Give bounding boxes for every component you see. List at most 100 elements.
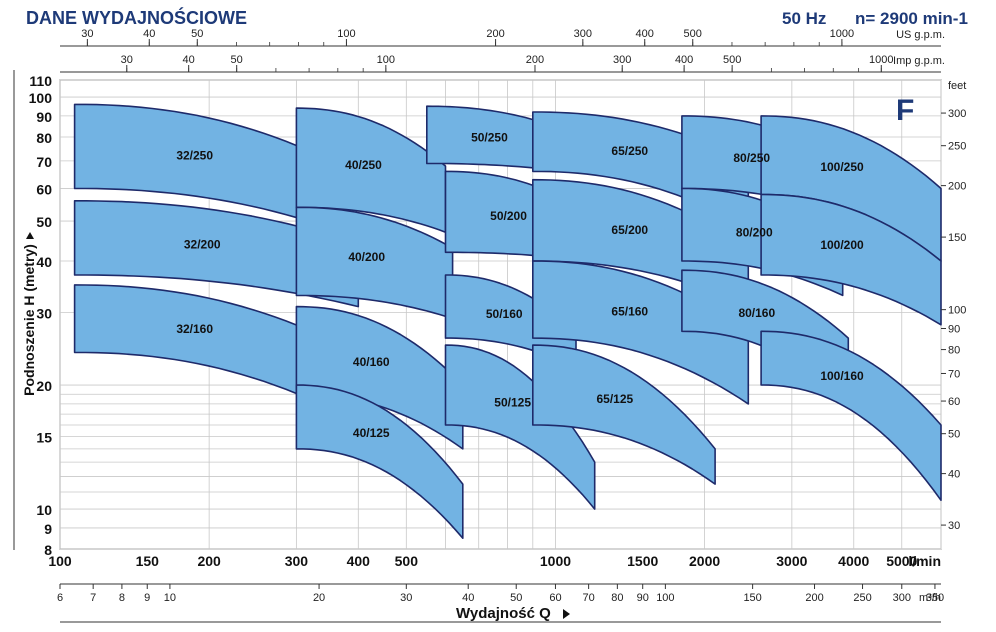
y-tick-label: 40 [36,254,52,270]
pump-labels: 32/250 32/200 32/160 40/250 40/200 40/160 40/1… [176,131,864,441]
impgpm-tick-label: 400 [675,54,693,66]
y-feet-label: 90 [948,324,960,336]
m3h-tick-label: 70 [583,592,595,604]
m3h-tick-label: 6 [57,592,63,604]
usgpm-tick-label: 300 [574,28,592,40]
impgpm-tick-label: 1000 [869,54,893,66]
y-tick-label: 30 [36,305,52,321]
m3h-tick-label: 250 [853,592,871,604]
m3h-tick-label: 50 [510,592,522,604]
x-tick-label: 1500 [627,553,658,569]
y-feet-label: 100 [948,305,966,317]
x-axis-title: Wydajność Q [456,605,551,622]
impgpm-tick-label: 50 [231,54,243,66]
y-tick-label: 60 [36,181,52,197]
impgpm-tick-label: 100 [377,54,395,66]
pump-regions [73,103,942,539]
usgpm-tick-label: 30 [81,28,93,40]
pump-label: 100/250 [820,160,864,174]
pump-region-40-125 [295,384,464,539]
x-tick-label: 500 [395,553,419,569]
y-tick-label: 70 [36,154,52,170]
impgpm-tick-label: 200 [526,54,544,66]
y-feet-label: 30 [948,520,960,532]
m3h-tick-label: 200 [805,592,823,604]
pump-label: 40/250 [345,158,382,172]
x-tick-label: 100 [48,553,72,569]
x-tick-label: 150 [136,553,160,569]
y-feet-label: 200 [948,181,966,193]
pump-label: 50/160 [486,307,523,321]
m3h-tick-label: 150 [743,592,761,604]
impgpm-tick-label: 300 [613,54,631,66]
y-feet-label: 80 [948,345,960,357]
pump-region-65-125 [532,344,716,485]
m3h-tick-label: 7 [90,592,96,604]
pump-label: 40/200 [348,250,385,264]
pump-label: 80/250 [733,151,770,165]
x-tick-label: 3000 [776,553,807,569]
m3h-tick-label: 9 [144,592,150,604]
x-axis-arrow-icon [563,609,570,619]
pump-label: 50/125 [494,395,531,409]
pump-label: 50/200 [490,209,527,223]
x-tick-label: 5000 [886,553,917,569]
usgpm-tick-label: 1000 [830,28,854,40]
y-tick-label: 100 [29,90,53,106]
y-axes: 8910152030405060708090100110304050607080… [13,70,966,558]
y-feet-label: 40 [948,469,960,481]
y-feet-label: 250 [948,141,966,153]
y-feet-label: 300 [948,108,966,120]
usgpm-tick-label: 100 [337,28,355,40]
y-feet-label: 60 [948,396,960,408]
m3h-tick-label: 100 [656,592,674,604]
m3h-tick-label: 30 [400,592,412,604]
pump-region-100-160 [760,330,942,502]
impgpm-tick-label: 500 [723,54,741,66]
pump-label: 80/160 [738,306,775,320]
usgpm-tick-label: 400 [636,28,654,40]
x-tick-label: 2000 [689,553,720,569]
m3h-tick-label: 8 [119,592,125,604]
frequency-label: 50 Hz [782,9,826,28]
top-gpm-axes: 30 40 50 100 200 300 400 500 1000 US g.p.m. 30 40 50… [60,28,945,73]
x-tick-label: 4000 [838,553,869,569]
pump-label: 100/200 [820,238,864,252]
x-tick-label: 200 [197,553,221,569]
pump-region-100-200 [760,193,942,326]
series-letter: F [896,94,914,127]
y-tick-label: 15 [36,430,52,446]
pump-label: 40/160 [353,355,390,369]
usgpm-tick-label: 500 [684,28,702,40]
m3h-tick-label: 40 [462,592,474,604]
m3h-tick-label: 300 [893,592,911,604]
pump-label: 65/125 [596,392,633,406]
m3h-tick-label: 80 [611,592,623,604]
y-tick-label: 90 [36,109,52,125]
pump-region-32-200 [73,200,360,308]
pump-label: 40/125 [353,426,390,440]
y-tick-label: 20 [36,378,52,394]
y-tick-label: 10 [36,502,52,518]
m3h-tick-label: 10 [164,592,176,604]
pump-region-50-125 [444,344,596,510]
pump-label: 65/250 [611,144,648,158]
y-feet-label: 150 [948,232,966,244]
speed-label: n= 2900 min-1 [855,9,968,28]
y-tick-label: 110 [29,73,52,89]
impgpm-unit: Imp g.p.m. [893,55,945,67]
x-tick-label: 400 [347,553,371,569]
m3h-unit: m³/h [919,592,941,604]
m3h-tick-label: 90 [637,592,649,604]
usgpm-unit: US g.p.m. [896,29,945,41]
pump-label: 65/200 [611,223,648,237]
pump-label: 32/160 [176,322,213,336]
x-tick-label: 300 [285,553,309,569]
pump-label: 65/160 [611,304,648,318]
m3h-tick-label: 60 [549,592,561,604]
m3h-tick-label: 20 [313,592,325,604]
pump-label: 50/250 [471,131,508,145]
m3h-tick-label: 350 [926,592,944,604]
usgpm-tick-label: 200 [486,28,504,40]
